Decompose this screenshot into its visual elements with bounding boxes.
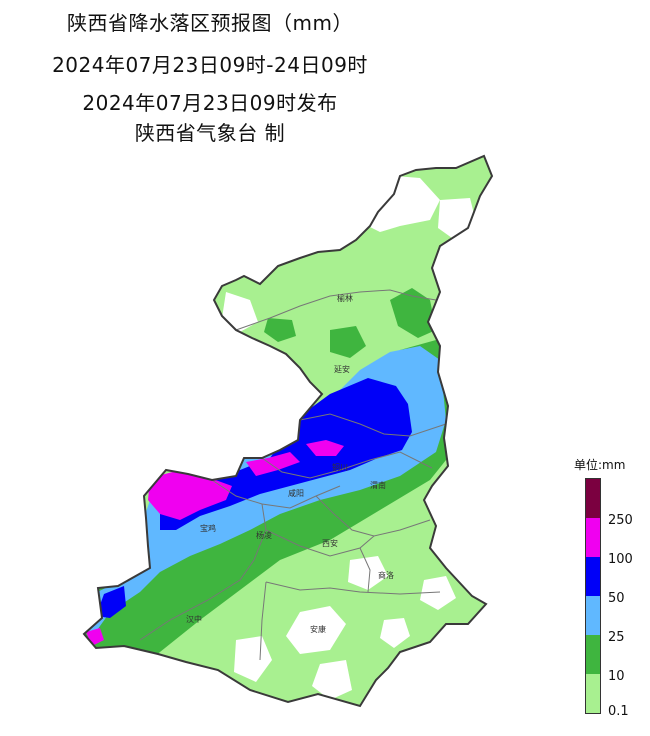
city-label-xian: 西安: [322, 538, 338, 548]
no-rain-patch-south6: [380, 618, 410, 648]
city-label-weinan: 渭南: [370, 480, 386, 490]
rainstorm-patch-southwest: [96, 586, 126, 618]
legend-tick-100: 100: [608, 552, 633, 567]
legend-tick-50: 50: [608, 591, 625, 606]
city-label-baoji: 宝鸡: [200, 523, 216, 533]
legend-tick-01: 0.1: [608, 704, 629, 719]
map-title: 陕西省降水落区预报图（mm）: [67, 11, 353, 35]
issue-time: 2024年07月23日09时发布: [82, 91, 338, 115]
moderate-patch-yulin: [390, 288, 436, 338]
city-label-yangling: 杨凌: [256, 530, 272, 540]
no-rain-patch-south5: [312, 660, 352, 700]
legend-title: 单位:mm: [574, 458, 626, 472]
moderate-patch-center: [330, 326, 366, 358]
city-label-yanan: 延安: [334, 364, 350, 374]
legend-swatch-50: [586, 557, 600, 596]
legend-swatch-250: [586, 479, 600, 518]
heavy-rainstorm-west: [148, 470, 232, 520]
city-label-xianyang: 咸阳: [288, 488, 304, 498]
issuer: 陕西省气象台 制: [134, 121, 286, 145]
legend-tick-10: 10: [608, 669, 625, 684]
forecast-period: 2024年07月23日09时-24日09时: [52, 53, 368, 77]
heavy-rainstorm-tongchuan: [306, 440, 344, 456]
heavy-rainstorm-center: [246, 452, 300, 476]
legend-tick-250: 250: [608, 513, 633, 528]
no-rain-patch-south2: [234, 636, 272, 682]
city-label-yulin: 榆林: [337, 293, 353, 303]
legend-colorbar: [585, 478, 601, 714]
city-boundaries: [139, 289, 447, 661]
no-rain-patch-south4: [420, 576, 456, 610]
no-rain-patch-south3: [348, 556, 388, 590]
no-rain-patch-west: [222, 292, 258, 332]
province-outline: [82, 154, 494, 708]
no-rain-patch-north: [368, 176, 440, 232]
legend-swatch-10: [586, 635, 600, 674]
legend-tick-25: 25: [608, 630, 625, 645]
moderate-patch-west: [264, 318, 296, 342]
city-label-ankang: 安康: [310, 624, 326, 634]
no-rain-patch-south1: [286, 606, 346, 654]
city-label-shangluo: 商洛: [378, 570, 394, 580]
legend-swatch-25: [586, 596, 600, 635]
city-label-hanzhong: 汉中: [186, 614, 202, 624]
legend-swatch-100: [586, 518, 600, 557]
legend-swatch-01: [586, 674, 600, 713]
city-label-tongchuan: 铜川: [332, 462, 348, 472]
